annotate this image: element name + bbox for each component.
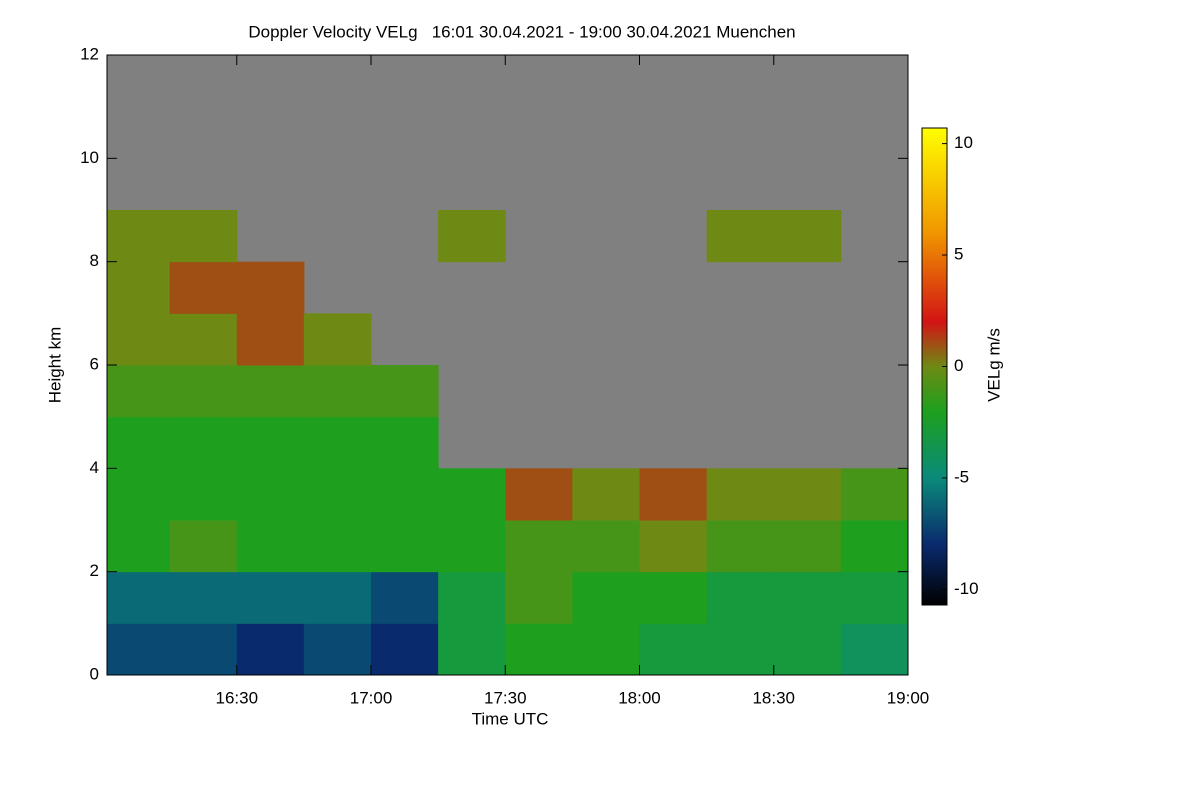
heat-cell	[706, 520, 775, 573]
heat-cell	[236, 623, 305, 676]
heat-cell	[840, 520, 909, 573]
heat-cell	[303, 571, 372, 624]
heat-cell	[438, 468, 506, 521]
heat-cell	[505, 571, 573, 624]
heat-cell	[107, 210, 171, 263]
heat-cell	[639, 623, 708, 676]
heat-cell	[303, 313, 372, 366]
heat-cell	[706, 571, 775, 624]
heat-cell	[572, 468, 641, 521]
heat-cell	[505, 468, 573, 521]
x-tick-label: 18:30	[752, 688, 795, 707]
x-tick-label: 17:00	[350, 688, 393, 707]
heat-cell	[236, 520, 305, 573]
heat-cell	[706, 210, 775, 263]
heat-cell	[169, 468, 238, 521]
colorbar-tick-label: 0	[954, 356, 963, 375]
heat-cell	[107, 468, 171, 521]
heat-cell	[303, 468, 372, 521]
heat-cell	[773, 571, 842, 624]
heat-cell	[371, 468, 439, 521]
heat-cell	[303, 416, 372, 469]
heat-cell	[371, 571, 439, 624]
heat-cell	[639, 571, 708, 624]
heat-cell	[371, 416, 439, 469]
y-tick-label: 10	[80, 148, 99, 167]
heat-cell	[438, 210, 506, 263]
heat-cell	[438, 571, 506, 624]
x-tick-label: 19:00	[887, 688, 930, 707]
heat-cell	[107, 416, 171, 469]
colorbar-tick-label: -10	[954, 579, 979, 598]
y-tick-label: 4	[90, 458, 99, 477]
y-axis-label: Height km	[45, 327, 64, 404]
heat-cell	[371, 365, 439, 418]
y-tick-label: 8	[90, 251, 99, 270]
heat-cell	[840, 571, 909, 624]
x-tick-label: 17:30	[484, 688, 527, 707]
x-tick-label: 16:30	[215, 688, 258, 707]
heat-cell	[438, 623, 506, 676]
chart-title: Doppler Velocity VELg 16:01 30.04.2021 -…	[248, 22, 795, 41]
heat-cell	[303, 365, 372, 418]
colorbar-tick-label: 10	[954, 133, 973, 152]
heat-cell	[840, 468, 909, 521]
heat-cell	[236, 416, 305, 469]
heat-cell	[107, 520, 171, 573]
heat-cell	[572, 520, 641, 573]
heat-cell	[169, 261, 238, 314]
heat-cell	[773, 468, 842, 521]
heat-cell	[572, 571, 641, 624]
heat-cell	[236, 261, 305, 314]
heat-cell	[639, 468, 708, 521]
heat-cell	[169, 571, 238, 624]
heat-cell	[169, 416, 238, 469]
heat-cell	[236, 571, 305, 624]
heat-cell	[169, 623, 238, 676]
x-axis-label: Time UTC	[472, 709, 549, 728]
heat-cell	[505, 623, 573, 676]
heat-cell	[303, 623, 372, 676]
colorbar-label: VELg m/s	[984, 328, 1003, 402]
heat-cell	[773, 210, 842, 263]
heat-cell	[169, 520, 238, 573]
heat-cell	[572, 623, 641, 676]
y-tick-label: 0	[90, 664, 99, 683]
heat-cell	[169, 210, 238, 263]
heat-cell	[840, 623, 909, 676]
heat-cell	[107, 571, 171, 624]
heat-cell	[706, 623, 775, 676]
heat-cell	[236, 313, 305, 366]
heat-cell	[107, 313, 171, 366]
heat-cell	[236, 365, 305, 418]
y-tick-label: 12	[80, 44, 99, 63]
heat-cell	[438, 520, 506, 573]
heat-cell	[371, 623, 439, 676]
heat-cell	[169, 365, 238, 418]
heat-cell	[371, 520, 439, 573]
y-tick-label: 6	[90, 354, 99, 373]
heat-cell	[107, 365, 171, 418]
heat-cell	[505, 520, 573, 573]
y-tick-label: 2	[90, 561, 99, 580]
x-tick-label: 18:00	[618, 688, 661, 707]
colorbar-tick-label: -5	[954, 467, 969, 486]
heat-cell	[107, 261, 171, 314]
colorbar-tick-label: 5	[954, 245, 963, 264]
heat-cell	[169, 313, 238, 366]
heat-cell	[639, 520, 708, 573]
heat-cell	[706, 468, 775, 521]
heat-cell	[773, 623, 842, 676]
heat-cell	[303, 520, 372, 573]
heat-cell	[236, 468, 305, 521]
heat-cell	[773, 520, 842, 573]
heat-cell	[107, 623, 171, 676]
